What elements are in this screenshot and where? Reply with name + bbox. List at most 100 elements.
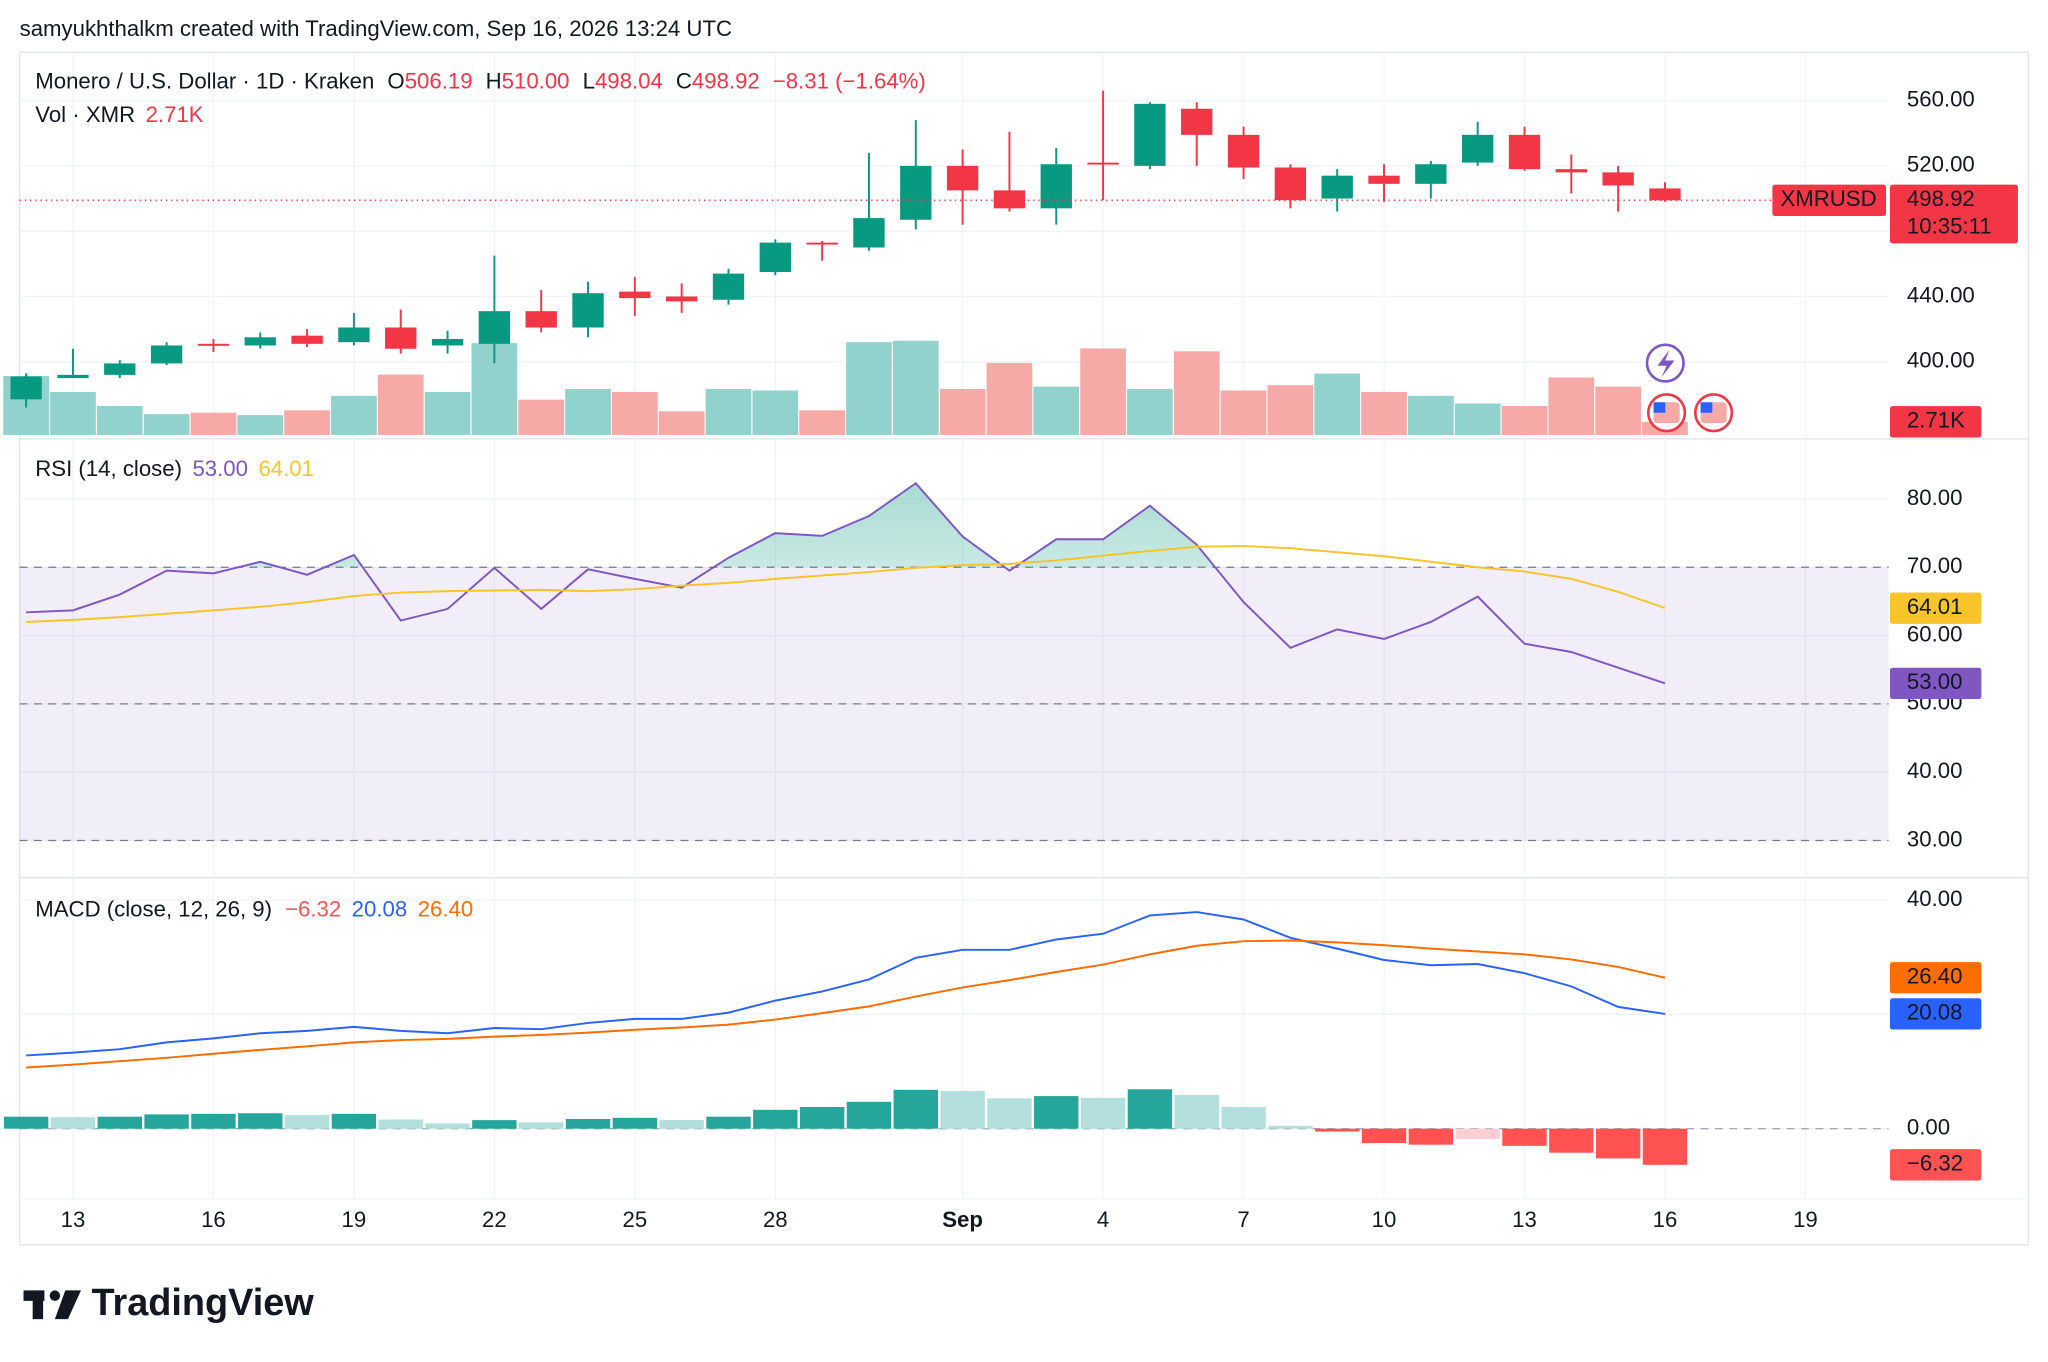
volume-bar — [1454, 403, 1501, 435]
legend-item: Vol · XMR — [35, 102, 135, 127]
candle-body — [57, 374, 89, 379]
candle-body — [1508, 134, 1541, 170]
histogram-bar — [238, 1113, 283, 1129]
volume-bar — [611, 391, 658, 435]
histogram-bar — [987, 1098, 1032, 1129]
histogram-bar — [425, 1123, 470, 1129]
y-tick-label: 40.00 — [1907, 758, 1963, 783]
volume-bar — [658, 411, 705, 435]
candle-body — [665, 296, 698, 302]
histogram-bar — [753, 1109, 798, 1129]
histogram-bar — [799, 1106, 845, 1129]
x-tick-label: 22 — [482, 1207, 507, 1232]
volume-bar — [752, 390, 799, 435]
credit: samyukhthalkm created with TradingView.c… — [20, 16, 732, 41]
legend-item: 510.00 — [502, 68, 570, 93]
legend-item: −8.31 (−1.64%) — [773, 68, 926, 93]
candle-body — [853, 218, 885, 248]
candle-body — [712, 273, 745, 300]
logo-mark — [32, 1290, 44, 1320]
volume-bar — [565, 389, 611, 435]
candle-body — [104, 363, 136, 375]
value-tag-label: 20.08 — [1907, 1000, 1963, 1025]
y-tick-label: 0.00 — [1907, 1115, 1950, 1140]
volume-bar — [705, 389, 752, 435]
histogram-bar — [518, 1122, 564, 1129]
line — [26, 939, 1666, 1069]
logo-mark — [49, 1290, 61, 1301]
histogram-bar — [97, 1116, 142, 1129]
y-tick-label: 30.00 — [1907, 826, 1963, 851]
candle-body — [1040, 164, 1072, 209]
legend-item: C — [676, 68, 692, 93]
value-tag-label: 64.01 — [1907, 594, 1963, 619]
histogram-bar — [940, 1090, 985, 1129]
legend-item: 64.01 — [258, 456, 314, 481]
histogram-bar — [3, 1116, 49, 1129]
candle-body — [385, 327, 417, 349]
legend-item: 26.40 — [418, 896, 474, 921]
volume-bar — [1220, 390, 1267, 435]
candle-body — [1462, 134, 1494, 163]
histogram-bar — [612, 1117, 658, 1129]
flag-canton — [1700, 402, 1713, 413]
legend-item: L — [583, 68, 595, 93]
volume-bar — [96, 405, 143, 435]
legend-item: 53.00 — [192, 456, 248, 481]
countdown: 10:35:11 — [1907, 214, 1992, 239]
legend-item: 20.08 — [352, 896, 408, 921]
volume-bar — [518, 399, 565, 435]
x-tick-label: 16 — [201, 1207, 226, 1232]
volume-bar — [1595, 386, 1642, 435]
histogram-bar — [1314, 1128, 1360, 1132]
y-tick-label: 440.00 — [1907, 282, 1975, 307]
histogram-bar — [1127, 1089, 1173, 1129]
candle-body — [1555, 169, 1587, 173]
legend-item: 498.04 — [595, 68, 663, 93]
value-tag — [1889, 998, 1982, 1030]
value-tag — [1889, 667, 1982, 700]
legend-item: H — [486, 68, 502, 93]
histogram-bar — [1642, 1128, 1688, 1165]
value-tag — [1889, 962, 1982, 994]
value-tag-label: 26.40 — [1907, 964, 1963, 989]
line — [26, 545, 1666, 623]
macd-legend: MACD (close, 12, 26, 9) −6.32 20.08 26.40 — [35, 896, 473, 921]
y-tick-label: 80.00 — [1907, 485, 1963, 510]
candle-body — [1134, 103, 1166, 166]
volume-bar — [1080, 348, 1126, 435]
overbought-fill — [26, 483, 1665, 568]
candle-body — [1415, 164, 1447, 184]
histogram-bar — [1034, 1096, 1079, 1129]
y-tick-label: 70.00 — [1907, 553, 1963, 578]
histogram-bar — [1455, 1128, 1500, 1139]
histogram-bar — [706, 1116, 751, 1129]
histogram-bar — [659, 1120, 704, 1129]
histogram-bar — [378, 1119, 423, 1129]
y-tick-label: 520.00 — [1907, 152, 1975, 177]
histogram-bar — [284, 1114, 330, 1129]
price-tag — [1889, 184, 2018, 244]
histogram-bar — [1221, 1106, 1266, 1129]
candle-body — [759, 242, 791, 272]
y-tick-label: 560.00 — [1907, 86, 1975, 111]
x-tick-label: Sep — [942, 1207, 983, 1232]
legend-item: O — [387, 68, 404, 93]
value-tag — [1889, 1149, 1982, 1181]
candle-body — [10, 376, 42, 400]
candle-body — [150, 345, 183, 364]
histogram-bar — [1080, 1097, 1126, 1129]
candle-body — [1087, 162, 1119, 165]
x-tick-label: 4 — [1097, 1207, 1109, 1232]
volume-bar — [1127, 389, 1173, 435]
legend-item: RSI (14, close) — [35, 456, 182, 481]
volume-bar — [1361, 391, 1407, 435]
histogram-bar — [893, 1089, 938, 1129]
histogram-bar — [191, 1113, 236, 1129]
histogram-bar — [50, 1117, 96, 1129]
x-tick-label: 16 — [1653, 1207, 1678, 1232]
histogram-bar — [1549, 1128, 1594, 1153]
value-tag-label: 53.00 — [1907, 669, 1963, 694]
